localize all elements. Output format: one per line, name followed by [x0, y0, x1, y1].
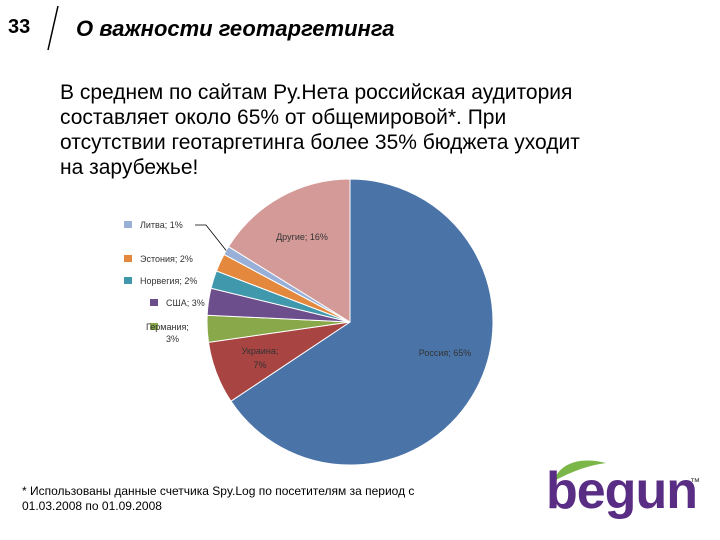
slice-label: Германия; [146, 322, 189, 332]
header-divider [47, 5, 59, 51]
footnote-line: * Использованы данные счетчика Spy.Log п… [22, 484, 415, 498]
slice-label: 3% [166, 334, 179, 344]
page-title: О важности геотаргетинга [76, 16, 395, 41]
pie-slice [227, 178, 351, 323]
body-line: отсутствии геотаргетинга более 35% бюдже… [60, 131, 580, 154]
slice-label: 7% [253, 360, 266, 370]
header-bar: 33 О важности геотаргетинга [0, 0, 720, 60]
legend-key [124, 277, 132, 284]
begun-logo: begun ™ [540, 455, 710, 530]
footnote: * Использованы данные счетчика Spy.Log п… [22, 484, 492, 514]
slice-label: Украина; [242, 346, 279, 356]
logo-text: begun [546, 462, 698, 520]
slice-label: США; 3% [166, 298, 205, 308]
slice-label: Литва; 1% [140, 220, 183, 230]
body-paragraph: В среднем по сайтам Ру.Нета российская а… [60, 80, 680, 180]
footnote-line: 01.03.2008 по 01.09.2008 [22, 499, 162, 513]
slice-label: Норвегия; 2% [140, 276, 197, 286]
legend-key [124, 221, 132, 228]
slice-label: Другие; 16% [276, 232, 328, 242]
legend-key [150, 299, 158, 306]
pie-slice [230, 178, 494, 466]
logo-trademark: ™ [690, 477, 700, 488]
body-line: на зарубежье! [60, 156, 199, 179]
slice-label: Эстония; 2% [140, 254, 193, 264]
legend-key [124, 255, 132, 262]
body-line: составляет около 65% от общемировой*. Пр… [60, 106, 507, 129]
legend-key [150, 323, 158, 330]
leaf-icon [554, 460, 606, 481]
slice-label: Россия; 65% [419, 348, 472, 358]
body-line: В среднем по сайтам Ру.Нета российская а… [60, 81, 573, 104]
slide-number: 33 [8, 16, 31, 38]
leader-line [195, 224, 227, 251]
